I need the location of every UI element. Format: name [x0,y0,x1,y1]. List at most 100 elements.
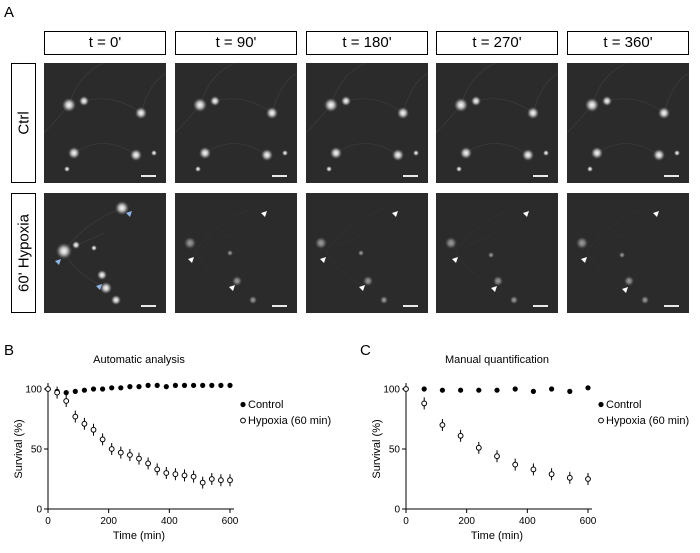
hypoxia-point [439,422,446,428]
legend-label: Control [248,399,283,411]
hypoxia-point [199,479,206,486]
hypoxia-point [227,477,233,484]
hypoxia-point [136,455,142,462]
timepoint-label-180: t = 180' [306,31,428,55]
control-point [63,390,69,396]
x-tick-label: 400 [161,516,178,527]
panel-letter-c: C [360,342,371,359]
micrograph-ctrl-0 [44,63,166,183]
hypoxia-point [145,460,152,467]
hypoxia-point [421,400,428,407]
x-tick-label: 200 [100,516,117,527]
y-tick-label: 100 [25,385,42,396]
control-point [200,382,206,388]
hypoxia-point [208,476,215,482]
legend-marker-control [598,401,604,408]
chart-automatic-analysis: Automatic analysis 0 50 100 0 200 400 600 Time (… [13,354,331,542]
hypoxia-point [72,413,79,420]
control-point [72,388,78,394]
hypoxia-point [63,398,70,404]
legend-marker-hypoxia [240,417,246,424]
hypoxia-point [512,461,519,468]
control-point [90,386,97,392]
control-point [227,382,233,388]
control-point [585,385,591,391]
hypoxia-point [117,449,124,456]
control-point [163,384,169,390]
hypoxia-point [457,432,464,439]
control-point [154,382,160,388]
hypoxia-point [172,471,179,478]
x-tick-label: 200 [458,516,475,527]
hypoxia-point [99,436,106,443]
hypoxia-point [90,426,97,433]
micrograph-hypoxia-0 [44,193,166,313]
x-axis-label: Time (min) [113,530,165,542]
control-point [421,386,427,392]
hypoxia-point [548,471,555,478]
control-point [218,382,224,388]
control-point [172,382,178,388]
control-point [100,386,106,392]
control-point [209,382,215,388]
row-label-ctrl: Ctrl [11,63,36,183]
control-point [181,382,188,388]
chart-manual-quantification: Manual quantification 0 50 100 0 200 400 600 Tim… [371,354,689,542]
y-axis-label: Survival (%) [371,419,383,478]
y-tick-label: 50 [389,445,401,456]
legend-label: Hypoxia (60 min) [248,415,331,427]
hypoxia-point [403,386,409,392]
row-label-hypoxia-text: 60' Hypoxia [15,214,32,292]
timepoint-label-0: t = 0' [44,31,166,55]
hypoxia-point [154,466,161,473]
hypoxia-point [81,420,88,427]
micrograph-hypoxia-2 [306,193,428,313]
timepoint-label-270: t = 270' [436,31,558,55]
control-point [145,382,151,388]
control-point [439,387,445,393]
legend-label: Control [606,399,641,411]
y-tick-label: 0 [394,505,400,516]
control-point [494,387,500,393]
micrograph-ctrl-4 [567,63,689,183]
chart-title: Manual quantification [445,354,549,366]
control-point [549,386,555,392]
chart-title: Automatic analysis [93,354,185,366]
control-point [191,382,197,388]
hypoxia-point [45,386,51,392]
control-point [81,387,87,393]
hypoxia-point [475,444,482,451]
x-tick-label: 0 [403,516,409,527]
hypoxia-point [108,446,115,452]
hypoxia-point [494,453,500,460]
control-point [476,387,482,393]
x-axis-label: Time (min) [471,530,523,542]
x-tick-label: 600 [222,516,239,527]
micrograph-ctrl-2 [306,63,428,183]
hypoxia-point [530,466,537,473]
control-point [512,386,518,392]
hypoxia-point [54,389,60,396]
legend-marker-control [240,401,246,408]
y-axis-label: Survival (%) [13,419,25,478]
micrograph-ctrl-1 [175,63,297,183]
hypoxia-point [190,473,197,480]
control-point [530,388,536,394]
control-point [109,385,115,391]
x-tick-label: 0 [45,516,51,527]
y-tick-label: 0 [36,505,42,516]
micrograph-hypoxia-3 [436,193,558,313]
x-tick-label: 400 [519,516,536,527]
y-tick-label: 100 [383,385,400,396]
control-point [136,384,142,390]
hypoxia-point [163,470,170,476]
panel-letter-b: B [4,342,15,359]
control-point [127,384,133,390]
timepoint-label-360: t = 360' [567,31,689,55]
control-point [567,388,573,394]
y-tick-label: 50 [31,445,43,456]
control-point [118,385,124,391]
x-tick-label: 600 [580,516,597,527]
micrograph-hypoxia-1 [175,193,297,313]
row-label-hypoxia: 60' Hypoxia [11,193,36,313]
